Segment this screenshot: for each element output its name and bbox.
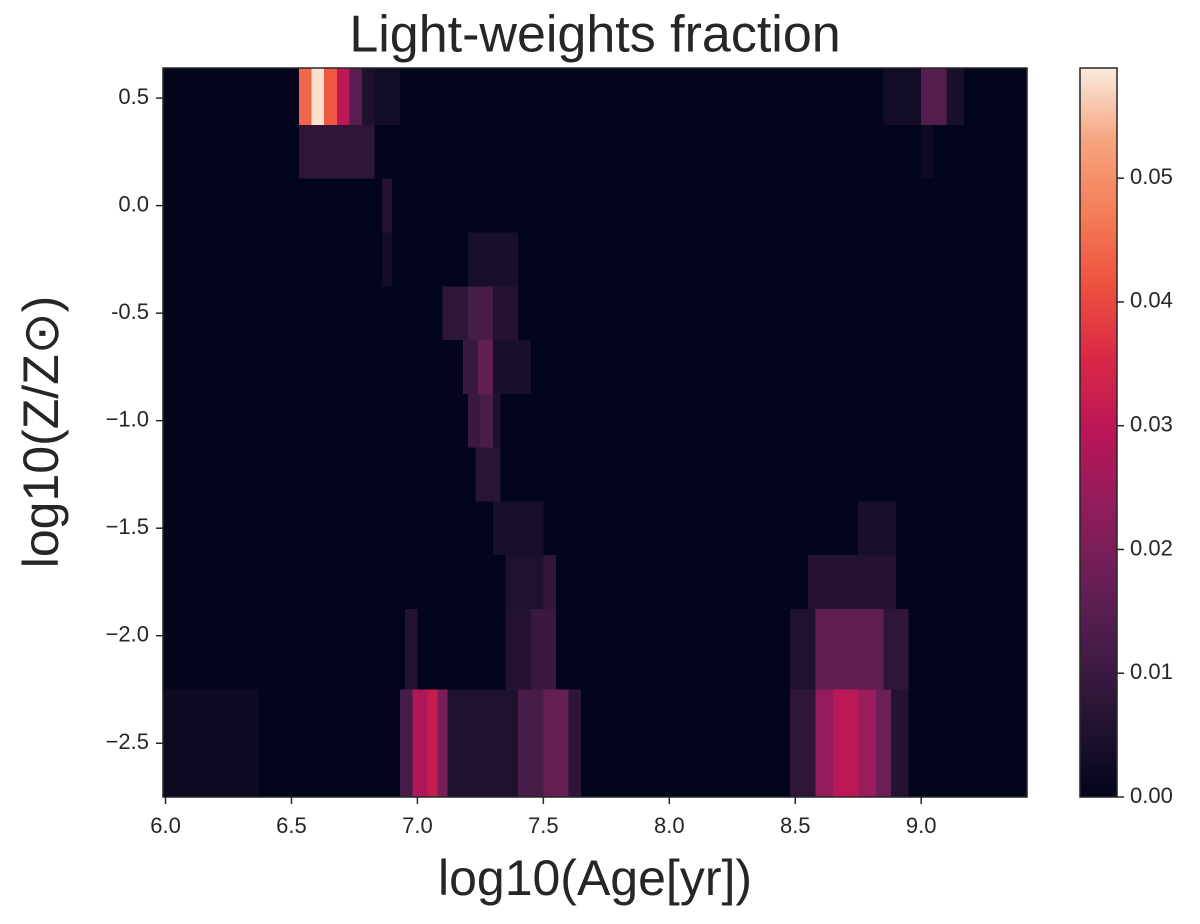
heatmap-cell [492, 286, 519, 341]
heatmap-cell [382, 232, 393, 287]
y-tick-label: -0.5 [111, 299, 149, 324]
plot-frame [162, 67, 1028, 798]
colorbar [1079, 67, 1118, 798]
heatmap-cell [858, 501, 897, 556]
y-axis-label: log10(Z/Z⊙) [13, 296, 69, 569]
y-tick-label: −1.0 [106, 406, 149, 431]
heatmap-cell [467, 286, 493, 341]
x-tick-label: 6.0 [150, 813, 181, 838]
heatmap-cell [883, 608, 909, 690]
x-tick-label: 9.0 [906, 813, 937, 838]
heatmap-cell [477, 340, 493, 394]
heatmap-cell [530, 608, 556, 690]
heatmap-cell [858, 689, 876, 797]
chart-title: Light-weights fraction [349, 6, 840, 64]
colorbar-tick-label: 0.04 [1130, 288, 1173, 313]
heatmap-cell [467, 393, 481, 448]
heatmap-cell [442, 286, 468, 341]
heatmap-cell [475, 447, 501, 502]
heatmap-cell [833, 689, 859, 797]
x-tick-label: 8.0 [654, 813, 685, 838]
colorbar-tick-label: 0.01 [1130, 659, 1173, 684]
heatmap-cell [875, 689, 891, 797]
heatmap-cell [462, 340, 478, 394]
y-tick-label: −1.5 [106, 514, 149, 539]
colorbar-tick-label: 0.03 [1130, 412, 1173, 437]
heatmap-cell [492, 340, 531, 394]
heatmap-cell [299, 68, 312, 125]
heatmap-cell [518, 689, 544, 797]
heatmap-cell [447, 689, 519, 797]
heatmap-cell [492, 501, 544, 556]
heatmap-cell [543, 689, 569, 797]
heatmap-cell [568, 689, 582, 797]
heatmap-cell [324, 68, 337, 125]
heatmap-cell [427, 689, 438, 797]
heatmap-cell [921, 124, 934, 179]
y-tick-label: −2.0 [106, 622, 149, 647]
heatmap-cell [505, 608, 531, 690]
heatmap-cell [163, 689, 259, 797]
heatmap-cell [921, 68, 947, 125]
colorbar-tick-label: 0.02 [1130, 535, 1173, 560]
heatmap-cell [437, 689, 448, 797]
heatmap-cell [480, 393, 493, 448]
heatmap-cell [815, 689, 834, 797]
heatmap-cell [815, 608, 884, 690]
heatmap-cell [349, 68, 362, 125]
heatmap-cell [790, 689, 816, 797]
heatmap-cell [374, 68, 400, 125]
heatmap-cell [361, 68, 375, 125]
x-tick-label: 8.5 [780, 813, 811, 838]
heatmap-cell [467, 232, 519, 287]
heatmap-cell [311, 68, 325, 125]
y-tick-label: −2.5 [106, 729, 149, 754]
x-tick-label: 6.5 [276, 813, 307, 838]
heatmap-cell [505, 555, 544, 609]
heatmap-cell [299, 124, 375, 179]
x-tick-label: 7.5 [528, 813, 559, 838]
heatmap-cell [807, 555, 897, 609]
colorbar-tick-label: 0.00 [1130, 783, 1173, 808]
colorbar-tick-label: 0.05 [1130, 164, 1173, 189]
heatmap-cell [336, 68, 350, 125]
heatmap-cell [946, 68, 965, 125]
heatmap-cell [543, 555, 556, 609]
heatmap-cell [382, 178, 393, 233]
heatmap-cell [404, 608, 418, 690]
heatmap-cell [492, 393, 501, 448]
y-tick-label: 0.5 [118, 84, 149, 109]
x-axis-label: log10(Age[yr]) [438, 850, 752, 906]
heatmap-cell [883, 68, 922, 125]
y-tick-label: 0.0 [118, 191, 149, 216]
heatmap-cell [890, 689, 909, 797]
heatmap-cell [412, 689, 428, 797]
heatmap-cell [399, 689, 413, 797]
x-tick-label: 7.0 [402, 813, 433, 838]
heatmap-cell [790, 608, 816, 690]
